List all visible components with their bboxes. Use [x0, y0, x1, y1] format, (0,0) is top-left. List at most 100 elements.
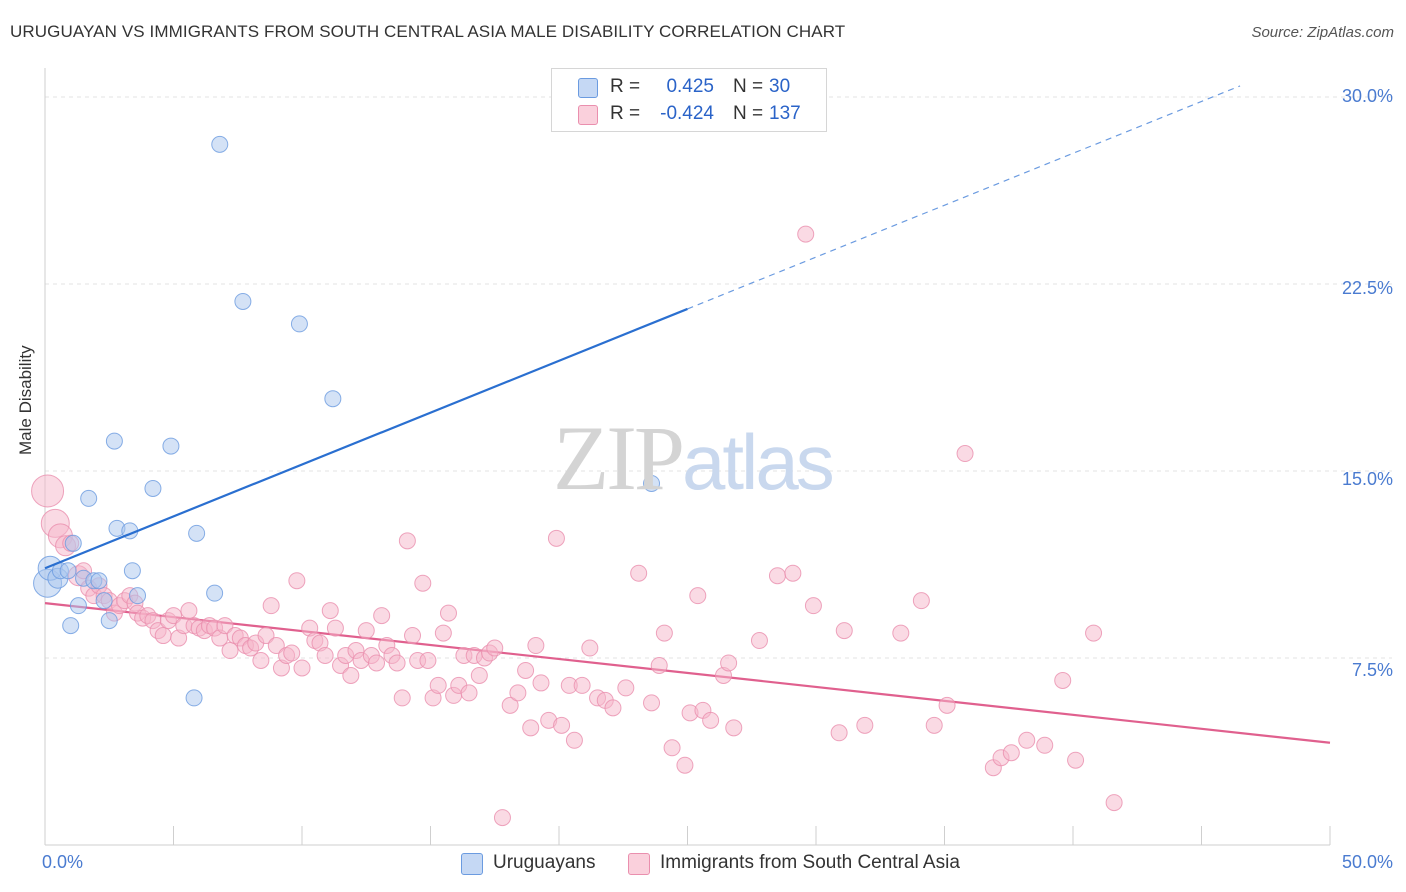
data-point: [750, 632, 768, 650]
data-point: [804, 597, 822, 615]
y-tick-label: 15.0%: [1341, 469, 1393, 489]
data-point: [234, 292, 252, 310]
uruguayan-points: [33, 135, 661, 707]
data-point: [643, 474, 661, 492]
uruguayan-trend-dashed: [687, 85, 1241, 310]
data-point: [129, 587, 147, 605]
data-point: [211, 135, 229, 153]
data-point: [100, 612, 118, 630]
data-point: [206, 584, 224, 602]
data-point: [105, 432, 123, 450]
data-point: [267, 637, 285, 655]
data-point: [162, 437, 180, 455]
uruguayan-legend-swatch: [461, 853, 483, 875]
data-point: [1054, 671, 1072, 689]
data-point: [892, 624, 910, 642]
data-point: [252, 651, 270, 669]
data-point: [316, 647, 334, 665]
data-point: [388, 654, 406, 672]
data-point: [429, 676, 447, 694]
x-tick-label-max: 50.0%: [1341, 852, 1393, 872]
data-point: [185, 689, 203, 707]
immigrant-trend-solid: [44, 602, 1331, 744]
r-label: R =: [610, 103, 641, 124]
data-point: [938, 696, 956, 714]
uruguayan-swatch: [578, 78, 598, 98]
data-point: [565, 731, 583, 749]
data-point: [144, 479, 162, 497]
data-point: [501, 696, 519, 714]
immigrant-legend-swatch: [628, 853, 650, 875]
data-point: [522, 719, 540, 737]
y-tick-label: 22.5%: [1341, 278, 1393, 298]
data-point: [414, 574, 432, 592]
data-point: [288, 572, 306, 590]
zipatlas-watermark: ZIPatlas: [553, 407, 835, 509]
data-point: [69, 597, 87, 615]
data-point: [1067, 751, 1085, 769]
data-point: [830, 724, 848, 742]
data-point: [956, 445, 974, 463]
data-point: [95, 592, 113, 610]
data-point: [573, 676, 591, 694]
data-point: [1036, 736, 1054, 754]
data-point: [581, 639, 599, 657]
data-point: [797, 225, 815, 243]
data-point: [1085, 624, 1103, 642]
data-point: [293, 659, 311, 677]
uruguayan-trend-line: [44, 85, 1241, 570]
data-point: [650, 656, 668, 674]
data-point: [321, 602, 339, 620]
data-point: [617, 679, 635, 697]
uruguayan-trend-solid: [44, 307, 688, 570]
y-tick-label: 30.0%: [1341, 86, 1393, 106]
data-point: [123, 562, 141, 580]
data-point: [404, 627, 422, 645]
data-point: [80, 489, 98, 507]
data-point: [630, 564, 648, 582]
data-point: [784, 564, 802, 582]
data-point: [419, 651, 437, 669]
data-point: [59, 562, 77, 580]
data-point: [326, 619, 344, 637]
data-point: [1002, 744, 1020, 762]
y-tick-label: 7.5%: [1351, 660, 1393, 680]
data-point: [439, 604, 457, 622]
data-point: [90, 572, 108, 590]
data-point: [702, 711, 720, 729]
data-point: [154, 627, 172, 645]
immigrant-swatch: [578, 105, 598, 125]
data-point: [180, 602, 198, 620]
data-point: [768, 567, 786, 585]
data-point: [925, 716, 943, 734]
data-point: [604, 699, 622, 717]
data-point: [31, 474, 65, 508]
chart-title: URUGUAYAN VS IMMIGRANTS FROM SOUTH CENTR…: [10, 22, 846, 41]
data-point: [64, 534, 82, 552]
data-point: [553, 716, 571, 734]
gridlines: [45, 96, 1392, 659]
n-label: N =: [733, 103, 764, 124]
data-point: [290, 315, 308, 333]
n-value: 30: [769, 76, 791, 97]
data-point: [434, 624, 452, 642]
n-value: 137: [769, 103, 801, 124]
x-tick-label-min: 0.0%: [42, 852, 84, 872]
r-label: R =: [610, 76, 641, 97]
data-point: [689, 587, 707, 605]
data-point: [532, 674, 550, 692]
data-point: [1018, 731, 1036, 749]
stats-row-immigrants: R = -0.424 N = 137: [552, 101, 826, 127]
data-point: [62, 617, 80, 635]
data-point: [460, 684, 478, 702]
data-point: [655, 624, 673, 642]
data-point: [324, 390, 342, 408]
data-point: [720, 654, 738, 672]
data-point: [912, 592, 930, 610]
data-point: [257, 627, 275, 645]
source-text: Source: ZipAtlas.com: [1251, 24, 1394, 41]
stats-row-uruguayans: R = 0.425 N = 30: [552, 74, 826, 100]
data-point: [725, 719, 743, 737]
y-axis-title: Male Disability: [16, 345, 35, 455]
